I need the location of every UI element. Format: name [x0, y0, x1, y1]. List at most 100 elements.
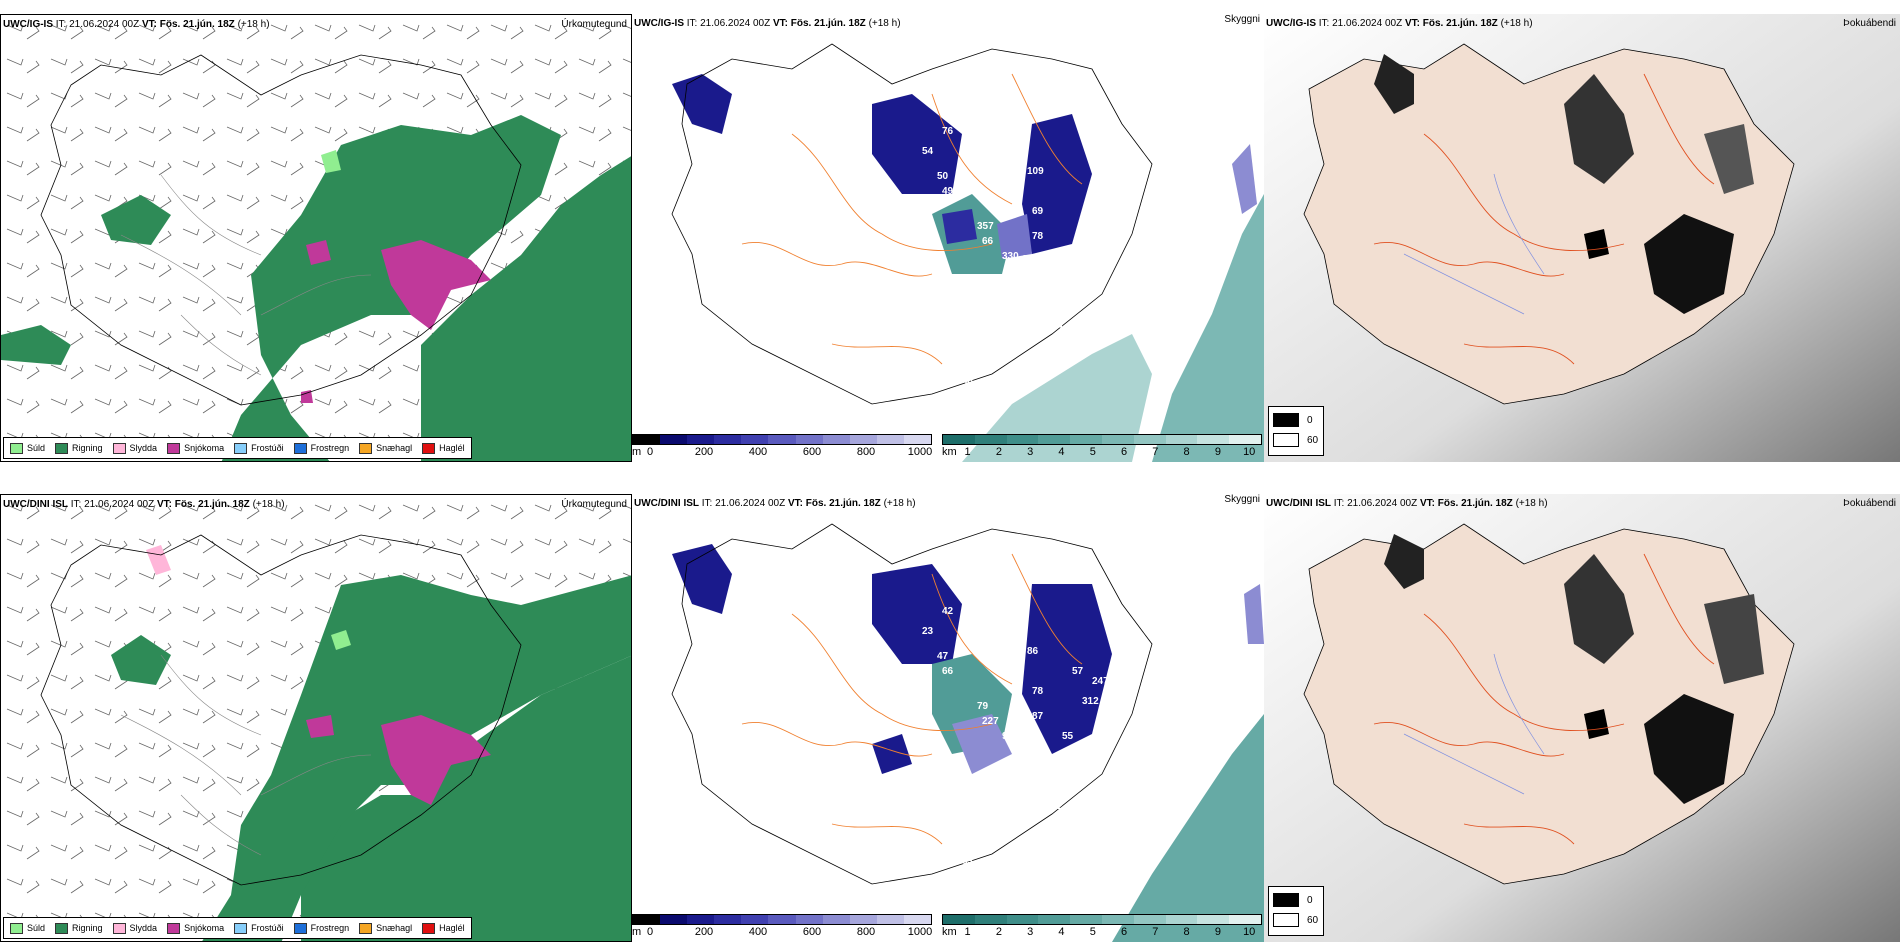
visibility-value-label: 290 — [932, 826, 949, 837]
legend-item: Frostúði — [234, 922, 284, 934]
legend-item: 0 — [1273, 413, 1319, 427]
colorbar-segment — [1038, 915, 1071, 924]
visibility-value-label: 98 — [1022, 734, 1034, 745]
colorbar-segment — [1229, 435, 1261, 444]
panel-title: Úrkomutegund — [561, 19, 627, 30]
legend-item: Snjókoma — [167, 442, 224, 454]
colorbar-segment — [768, 915, 796, 924]
colorbar-tick-label: 1000 — [907, 926, 933, 938]
visibility-value-label: 76 — [942, 126, 954, 137]
colorbar-segment — [1133, 435, 1166, 444]
cloudbase-map — [1264, 494, 1900, 942]
colorbar-segment — [741, 435, 769, 444]
colorbar-ticks: m 0 200 400 600 800 1000 — [632, 926, 932, 940]
legend-item: Haglél — [422, 442, 465, 454]
legend-swatch — [55, 922, 69, 934]
visibility-value-label: 58 — [932, 876, 944, 887]
precip-map — [1, 495, 631, 941]
visibility-value-label: 48 — [962, 376, 974, 387]
colorbar-segment — [974, 915, 1007, 924]
colorbar-segment — [1197, 435, 1230, 444]
panel-title: Skyggni — [1224, 14, 1260, 25]
legend-item: 60 — [1273, 913, 1319, 927]
panel-title: Skyggni — [1224, 494, 1260, 505]
colorbar-segment — [943, 915, 975, 924]
colorbar-segment — [633, 915, 661, 924]
legend-item: Slydda — [112, 442, 157, 454]
colorbar-segment — [768, 435, 796, 444]
panel-header: UWC/IG-IS IT: 21.06.2024 00Z VT: Fös. 21… — [1266, 18, 1533, 29]
precip-panel-bottom: UWC/DINI ISL IT: 21.06.2024 00Z VT: Fös.… — [0, 494, 632, 942]
visibility-value-label: 70 — [742, 76, 754, 87]
visibility-value-labels: 70 43 63 68 54 76 50 49 54 109 69 357 78 330 310 96 237 5… — [742, 76, 1109, 387]
visibility-value-label: 79 — [977, 701, 989, 712]
panel-header: UWC/DINI ISL IT: 21.06.2024 00Z VT: Fös.… — [1266, 498, 1548, 509]
visibility-value-label: 51 — [742, 556, 754, 567]
colorbar-tick-label: 5 — [1089, 926, 1096, 938]
visibility-value-label: 78 — [1032, 686, 1044, 697]
colorbar-segment — [943, 435, 975, 444]
colorbar-tick-label: 6 — [1120, 926, 1128, 938]
visibility-value-label: 91 — [1002, 731, 1014, 742]
colorbar-segment — [714, 435, 742, 444]
colorbar-tick-label: 600 — [802, 446, 822, 458]
visibility-value-label: 87 — [1032, 711, 1044, 722]
visibility-value-label: 66 — [942, 666, 954, 677]
legend-item: Haglél — [422, 922, 465, 934]
legend-swatch — [293, 442, 307, 454]
colorbar-segment — [1165, 435, 1198, 444]
legend-swatch — [1273, 413, 1299, 427]
legend-swatch — [234, 922, 248, 934]
colorbar-tick-label: 10 — [1243, 446, 1256, 458]
colorbar-strip — [632, 434, 932, 445]
colorbar-segment — [974, 435, 1007, 444]
visibility-value-label: 42 — [942, 606, 954, 617]
colorbar-segment — [741, 915, 769, 924]
colorbar-tick-label: 5 — [1089, 446, 1096, 458]
visibility-value-label: 66 — [982, 236, 994, 247]
legend-item: Súld — [10, 442, 45, 454]
legend-swatch — [422, 442, 436, 454]
colorbar-tick-label: 3 — [1027, 926, 1034, 938]
visibility-value-label: 84 — [1052, 321, 1064, 332]
visibility-panel-top: UWC/IG-IS IT: 21.06.2024 00Z VT: Fös. 21… — [632, 14, 1264, 462]
visibility-value-label: 237 — [1092, 256, 1109, 267]
legend-swatch — [234, 442, 248, 454]
panel-header: UWC/DINI ISL IT: 21.06.2024 00Z VT: Fös.… — [3, 499, 285, 510]
visibility-value-label: 57 — [1072, 666, 1084, 677]
legend-swatch — [359, 442, 373, 454]
colorbar-tick-label: 3 — [1027, 446, 1034, 458]
legend-swatch — [359, 922, 373, 934]
visibility-value-label: 65 — [1092, 736, 1104, 747]
colorbar-ticks: km 1 2 3 4 5 6 7 8 9 10 — [942, 926, 1262, 940]
visibility-value-label: 100 — [977, 646, 994, 657]
colorbar-segment — [633, 435, 661, 444]
colorbar-tick-label: 600 — [802, 926, 822, 938]
panel-title: Þokuábendi — [1843, 18, 1896, 29]
colorbar-tick-label: 8 — [1183, 446, 1190, 458]
colorbar-segment — [876, 435, 904, 444]
visibility-value-label: 406 — [932, 346, 949, 357]
visibility-value-label: 312 — [1082, 696, 1099, 707]
colorbar-strip — [942, 914, 1262, 925]
visibility-value-label: 63 — [752, 116, 764, 127]
legend-item: Rigning — [55, 922, 103, 934]
colorbar-segment — [1133, 915, 1166, 924]
visibility-value-label: 46 — [777, 596, 789, 607]
colorbar-tick-label: 4 — [1058, 926, 1065, 938]
panel-header: UWC/IG-IS IT: 21.06.2024 00Z VT: Fös. 21… — [3, 19, 270, 30]
panel-header: UWC/DINI ISL IT: 21.06.2024 00Z VT: Fös.… — [634, 498, 916, 509]
visibility-colorbar-m: m 0 200 400 600 800 1000 — [632, 434, 932, 460]
legend-item: Frostregn — [293, 442, 349, 454]
colorbar-tick-label: 0 — [646, 926, 654, 938]
legend-item: Frostregn — [293, 922, 349, 934]
colorbar-tick-label: 2 — [995, 926, 1002, 938]
cloudbase-panel-bottom: UWC/DINI ISL IT: 21.06.2024 00Z VT: Fös.… — [1264, 494, 1900, 942]
colorbar-tick-label: 4 — [1058, 446, 1065, 458]
colorbar-segment — [1165, 915, 1198, 924]
visibility-value-label: 54 — [922, 146, 934, 157]
visibility-value-label: 49 — [942, 186, 954, 197]
visibility-value-label: 83 — [962, 856, 974, 867]
colorbar-segment — [903, 915, 932, 924]
visibility-value-label: 86 — [1027, 646, 1039, 657]
